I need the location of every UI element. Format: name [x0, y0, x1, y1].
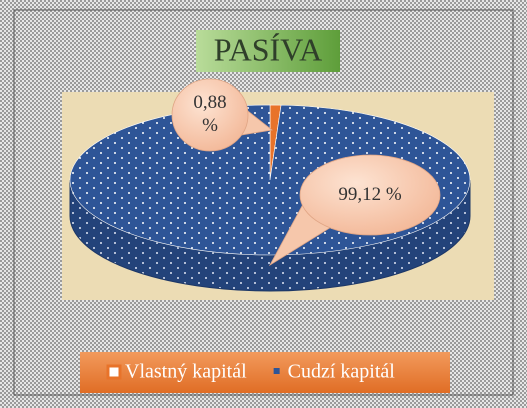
- title-box: [196, 30, 340, 72]
- legend-label: Cudzí kapitál: [288, 361, 396, 383]
- data-label: 99,12 %: [338, 183, 402, 205]
- legend-marker: [273, 368, 280, 374]
- callout-label-box: 99,12 %: [338, 183, 402, 205]
- legend-label: Vlastný kapitál: [125, 361, 247, 383]
- chart-title: PASÍVA: [214, 31, 323, 67]
- callout-bubble: [171, 78, 249, 152]
- legend-marker: [106, 364, 122, 380]
- data-label: 0,88 %: [193, 92, 227, 136]
- callout-label-box: 0,88 %: [193, 92, 227, 136]
- legend-box: [80, 352, 450, 393]
- legend: Vlastný kapitál Cudzí kapitál: [106, 361, 396, 383]
- callout-bubble: [299, 154, 441, 236]
- pie: 0,88 % 99,12 %: [69, 78, 471, 292]
